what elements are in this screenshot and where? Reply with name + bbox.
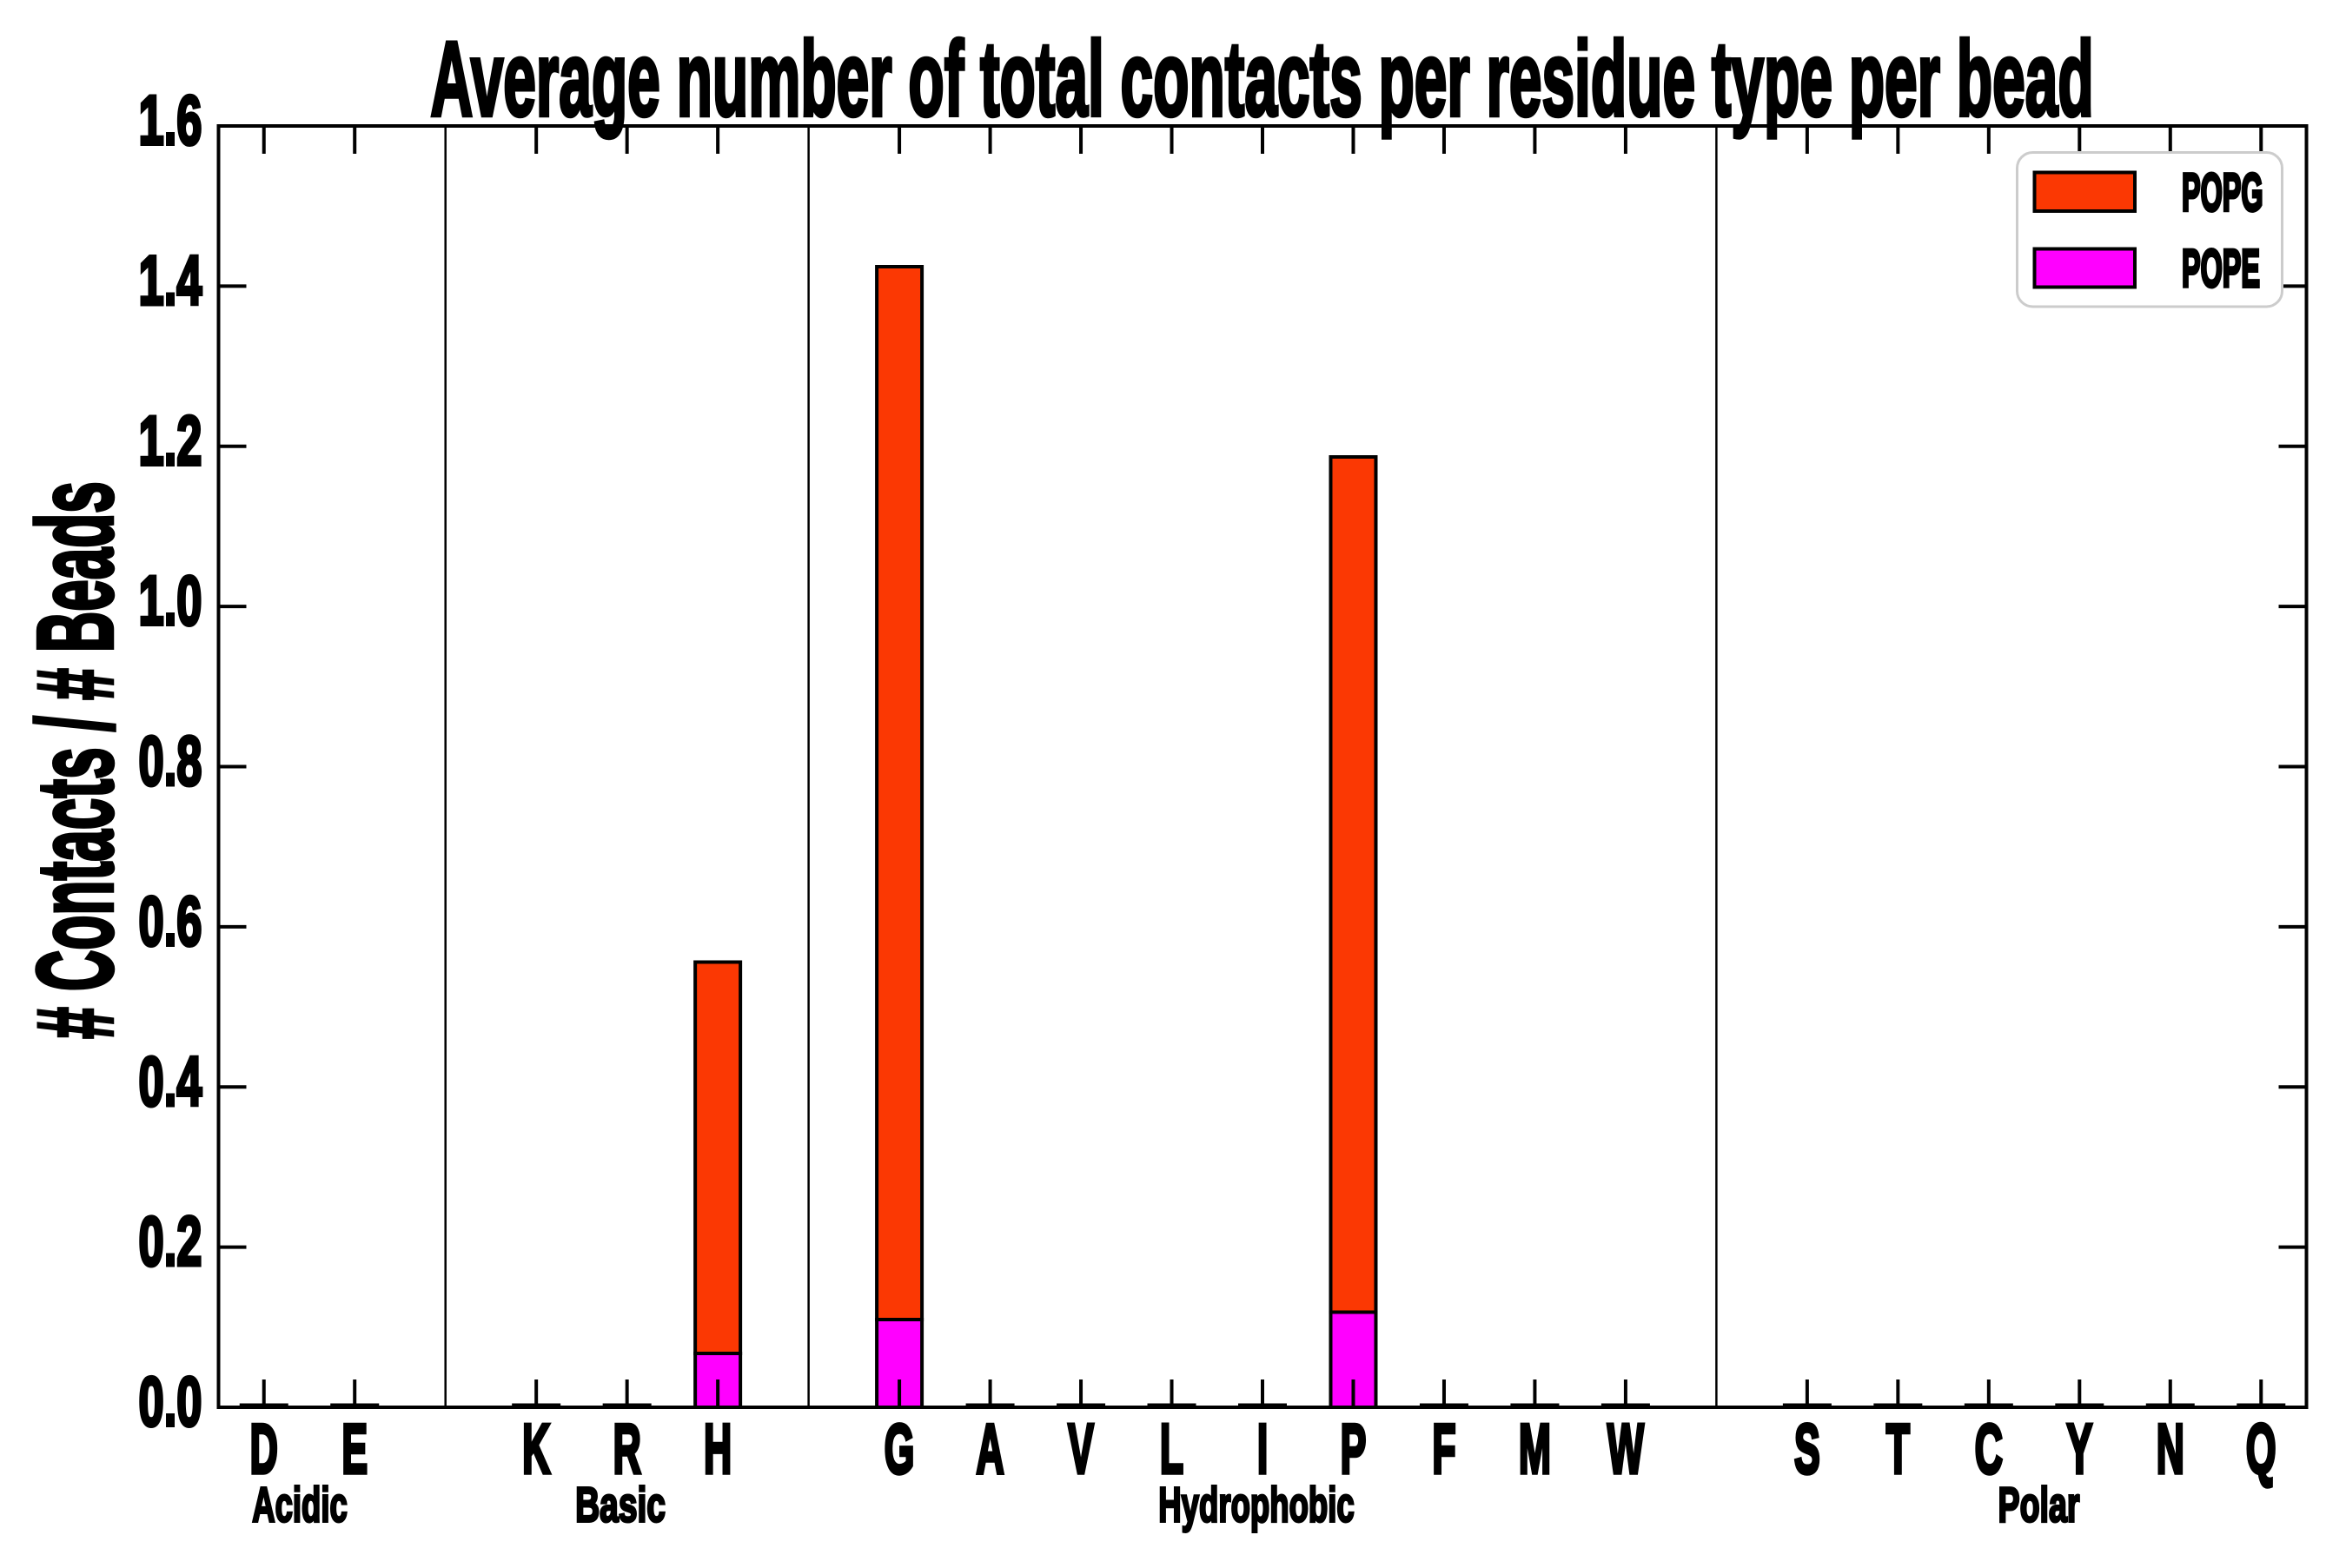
svg-text:Polar: Polar [1998,1478,2080,1533]
svg-text:Average number of total contac: Average number of total contacts per res… [430,20,2093,140]
svg-text:Acidic: Acidic [252,1478,347,1532]
svg-text:POPG: POPG [2182,164,2263,222]
svg-text:0.4: 0.4 [139,1042,202,1121]
svg-text:D: D [250,1409,278,1487]
svg-text:K: K [522,1409,550,1487]
svg-text:E: E [341,1409,368,1487]
svg-text:S: S [1794,1409,1820,1487]
svg-text:A: A [976,1409,1004,1487]
svg-text:1.4: 1.4 [139,241,202,320]
svg-text:1.0: 1.0 [139,562,202,640]
svg-text:C: C [1975,1409,2003,1487]
svg-text:POPE: POPE [2182,240,2260,298]
svg-text:Hydrophobic: Hydrophobic [1158,1479,1354,1533]
svg-text:W: W [1607,1409,1644,1487]
svg-text:Basic: Basic [575,1478,666,1532]
svg-text:P: P [1341,1409,1367,1487]
svg-text:L: L [1160,1409,1183,1487]
svg-text:I: I [1257,1409,1268,1487]
svg-text:Y: Y [2066,1409,2092,1487]
svg-text:# Contacts / # Beads: # Contacts / # Beads [16,481,135,1038]
svg-text:1.2: 1.2 [139,401,202,480]
svg-text:G: G [885,1409,915,1487]
svg-text:1.6: 1.6 [139,82,202,160]
svg-text:H: H [704,1409,732,1487]
svg-text:F: F [1432,1409,1455,1487]
svg-text:Q: Q [2246,1409,2276,1487]
svg-text:T: T [1886,1409,1910,1487]
svg-text:N: N [2157,1409,2184,1487]
svg-text:V: V [1068,1409,1094,1487]
svg-text:0.2: 0.2 [139,1202,202,1280]
svg-text:M: M [1519,1409,1551,1487]
svg-text:R: R [613,1409,641,1487]
svg-text:0.0: 0.0 [139,1363,202,1441]
svg-text:0.6: 0.6 [139,882,202,960]
svg-text:0.8: 0.8 [139,722,202,800]
